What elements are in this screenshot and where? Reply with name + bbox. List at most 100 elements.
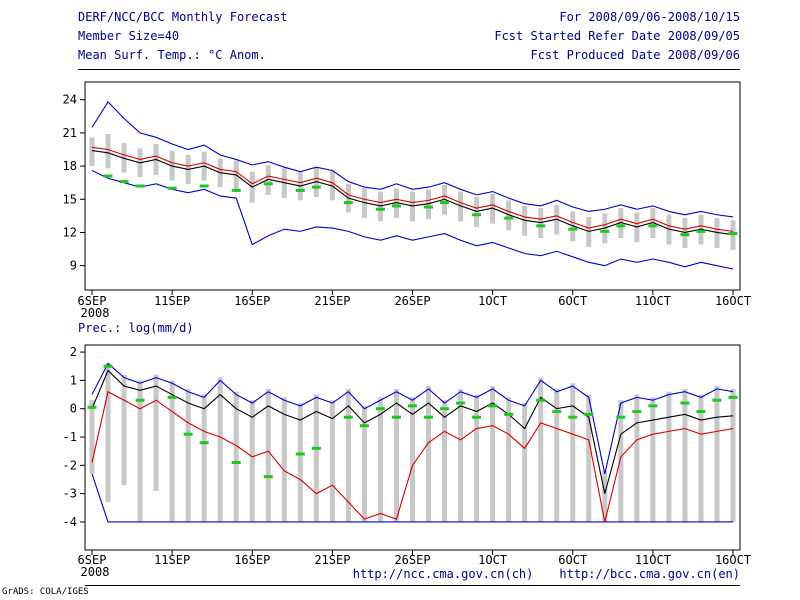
green-dash <box>199 184 209 188</box>
header-row-1: DERF/NCC/BCC Monthly Forecast For 2008/0… <box>78 8 740 27</box>
green-dash <box>119 180 129 184</box>
green-dash <box>375 407 385 411</box>
spread-bar <box>506 397 512 522</box>
green-dash <box>536 398 546 402</box>
green-dash <box>103 174 113 178</box>
spread-bar <box>217 377 223 522</box>
spread-bar <box>377 397 383 522</box>
series-lines <box>91 101 734 270</box>
plot-frame <box>84 81 741 291</box>
y-tick-label: 2 <box>70 345 77 359</box>
spread-bar <box>474 394 480 522</box>
green-dash <box>536 224 546 228</box>
x-tick-label: 11OCT <box>635 294 671 308</box>
y-tick-label: 21 <box>63 126 77 140</box>
green-dash <box>167 395 177 399</box>
green-dash <box>87 405 97 409</box>
y-axis: 9 12 15 18 21 24 <box>63 93 85 273</box>
spread-bar <box>361 405 367 522</box>
green-dash <box>552 410 562 414</box>
green-dash <box>504 412 514 416</box>
spread-bar <box>650 397 656 522</box>
y-tick-label: -2 <box>63 458 77 472</box>
green-dash <box>359 424 369 428</box>
spread-bar <box>554 388 560 522</box>
observation-dashes <box>87 364 738 479</box>
spread-bar <box>410 397 415 522</box>
spread-bar <box>297 403 303 522</box>
header-row-3: Mean Surf. Temp.: °C Anom. Fcst Produced… <box>78 46 740 65</box>
spread-bar <box>281 397 287 522</box>
y-tick-label: -3 <box>63 487 77 501</box>
spread-bar <box>570 383 576 522</box>
spread-bar <box>249 400 255 522</box>
ensemble-mean-line <box>91 150 734 236</box>
control-line <box>91 390 734 523</box>
y-tick-label: 18 <box>63 159 77 173</box>
green-dash <box>311 446 321 450</box>
x-tick-label: 11SEP <box>154 553 190 567</box>
x-tick-label: 21SEP <box>314 553 350 567</box>
y-tick-label: 9 <box>70 259 77 273</box>
green-dash <box>375 207 385 211</box>
x-tick-label: 11SEP <box>154 294 190 308</box>
x-tick-label: 6OCT <box>558 294 587 308</box>
green-dash <box>343 415 353 419</box>
forecast-period: For 2008/09/06-2008/10/15 <box>559 10 740 24</box>
spread-bar <box>714 386 720 522</box>
spread-bar <box>201 394 207 522</box>
green-dash <box>408 404 417 408</box>
spread-bar <box>121 374 127 486</box>
green-dash <box>231 461 241 465</box>
x-tick-label: 21SEP <box>314 294 350 308</box>
spread-bar <box>233 391 239 522</box>
x-axis: 6SEP 11SEP 16SEP 21SEP 26SEP 1OCT 6OCT 11OCT 16O… <box>78 550 751 579</box>
spread-bar <box>169 380 175 522</box>
green-dash <box>263 475 273 479</box>
precip-panel-label: Prec.: log(mm/d) <box>78 321 194 335</box>
x-tick-label: 16OCT <box>715 553 751 567</box>
x-tick-label: 16SEP <box>234 553 270 567</box>
spread-bar <box>329 400 335 522</box>
y-tick-label: 24 <box>63 93 77 107</box>
green-dash <box>568 415 578 419</box>
footer-urls: http://ncc.cma.gov.cn(ch) http://bcc.cma… <box>85 567 740 581</box>
y-tick-label: 15 <box>63 192 77 206</box>
green-dash <box>680 233 690 237</box>
green-dash <box>263 182 273 186</box>
temp-panel-label: Mean Surf. Temp.: °C Anom. <box>78 48 266 62</box>
spread-bar <box>730 220 736 251</box>
green-dash <box>680 401 690 405</box>
x-tick-label: 26SEP <box>394 553 430 567</box>
x-axis: 6SEP 11SEP 16SEP 21SEP 26SEP 1OCT 6OCT 11OCT 16O… <box>78 290 751 320</box>
spread-bar <box>313 394 319 522</box>
spread-bar <box>602 471 608 522</box>
grads-credit: GrADS: COLA/IGES <box>2 587 89 597</box>
spread-bar <box>265 388 271 522</box>
green-dash <box>568 227 578 231</box>
header-divider <box>78 69 740 70</box>
spread-bar <box>89 137 95 167</box>
green-dash <box>488 404 498 408</box>
green-dash <box>135 398 145 402</box>
x-tick-label: 6SEP <box>78 553 107 567</box>
green-dash <box>600 229 610 233</box>
green-dash <box>616 415 626 419</box>
fcst-refer-date: Fcst Started Refer Date 2008/09/05 <box>494 29 740 43</box>
green-dash <box>103 364 113 368</box>
observation-dashes <box>103 174 738 237</box>
spread-bar <box>458 388 464 522</box>
green-dash <box>199 441 209 445</box>
spread-bar <box>538 377 544 522</box>
spread-bar <box>666 391 672 522</box>
x-tick-label: 1OCT <box>478 294 507 308</box>
green-dash <box>311 185 321 189</box>
spread-bar <box>634 394 640 522</box>
green-dash <box>231 188 241 192</box>
x-tick-label: 26SEP <box>394 294 430 308</box>
green-dash <box>696 229 706 233</box>
x-tick-label: 1OCT <box>478 553 507 567</box>
ensemble-max-line <box>91 101 734 218</box>
